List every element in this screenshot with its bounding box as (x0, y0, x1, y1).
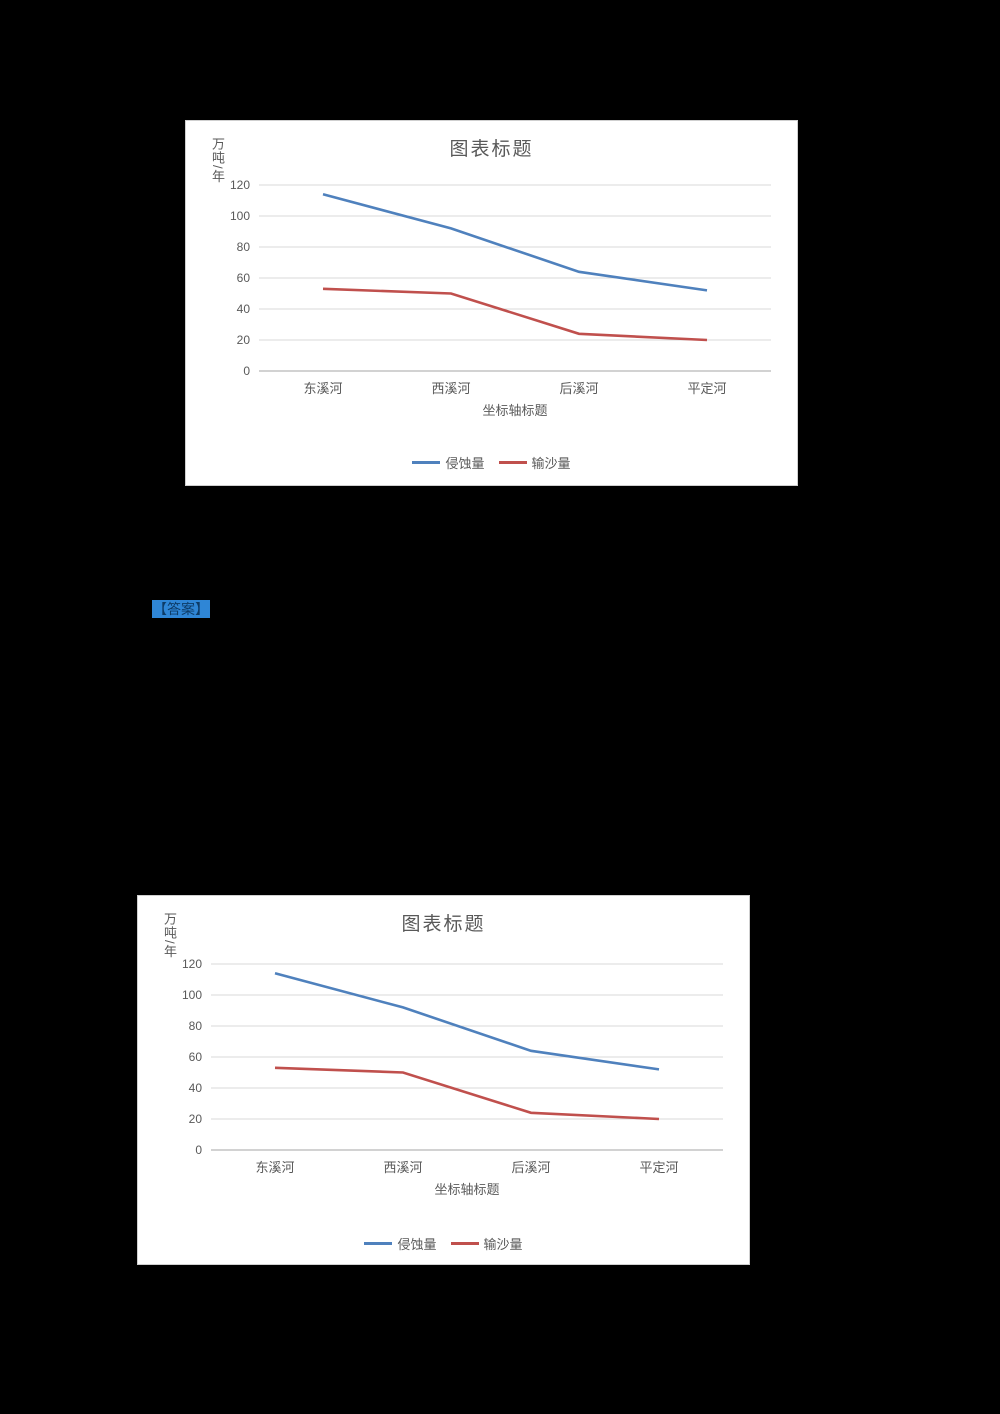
series-line-输沙量 (274, 1066, 660, 1121)
x-category-label: 平定河 (687, 381, 726, 396)
y-tick-label: 40 (237, 302, 251, 316)
legend-label-sediment: 输沙量 (483, 1237, 523, 1252)
legend-item-erosion: 侵蚀量 (412, 453, 485, 472)
x-category-label: 西溪河 (431, 381, 470, 396)
legend-item-sediment: 输沙量 (498, 453, 571, 472)
y-tick-label: 60 (237, 271, 251, 285)
y-tick-label: 0 (195, 1143, 202, 1157)
chart-panel-bottom: 图表标题 万吨/年 0 20 40 60 80 100 120 东溪河 西溪河 后溪河 平定河坐标轴… (137, 895, 750, 1265)
y-tick-label: 60 (189, 1050, 203, 1064)
y-tick-label: 120 (230, 178, 250, 192)
y-tick-label: 20 (237, 333, 251, 347)
chart-legend: 侵蚀量 输沙量 (138, 1234, 749, 1253)
y-axis-title: 万吨/年 (210, 137, 225, 184)
x-category-label: 东溪河 (255, 1160, 294, 1175)
y-tick-label: 40 (189, 1081, 203, 1095)
legend-label-erosion: 侵蚀量 (397, 1237, 437, 1252)
x-axis-title: 坐标轴标题 (482, 403, 547, 418)
x-category-label: 西溪河 (383, 1160, 422, 1175)
legend-label-erosion: 侵蚀量 (445, 456, 485, 471)
x-category-label: 东溪河 (303, 381, 342, 396)
y-tick-label: 0 (243, 364, 250, 378)
legend-line-swatch-erosion (364, 1242, 393, 1245)
series-line-侵蚀量 (322, 193, 708, 292)
y-tick-label: 120 (182, 957, 202, 971)
x-category-label: 后溪河 (559, 381, 598, 396)
y-tick-label: 80 (237, 240, 251, 254)
chart-title: 图表标题 (449, 139, 534, 160)
legend-item-sediment: 输沙量 (450, 1234, 523, 1253)
legend-item-erosion: 侵蚀量 (364, 1234, 437, 1253)
series-line-输沙量 (322, 287, 708, 342)
chart-title: 图表标题 (401, 914, 486, 935)
chart-legend: 侵蚀量 输沙量 (186, 453, 797, 472)
legend-line-swatch-sediment (498, 461, 527, 464)
y-tick-label: 20 (189, 1112, 203, 1126)
chart-panel-top: 图表标题 万吨/年 0 20 40 60 80 100 120 东溪河 西溪河 后溪河 平定河坐标轴… (185, 120, 798, 486)
legend-line-swatch-erosion (412, 461, 441, 464)
y-axis-title: 万吨/年 (162, 912, 177, 959)
y-tick-label: 80 (189, 1019, 203, 1033)
series-line-侵蚀量 (274, 972, 660, 1071)
y-tick-label: 100 (230, 209, 250, 223)
highlighted-answer-token: 【答案】 (152, 600, 210, 618)
y-tick-label: 100 (182, 988, 202, 1002)
x-category-label: 平定河 (639, 1160, 678, 1175)
legend-line-swatch-sediment (450, 1242, 479, 1245)
x-category-label: 后溪河 (511, 1160, 550, 1175)
legend-label-sediment: 输沙量 (531, 456, 571, 471)
x-axis-title: 坐标轴标题 (434, 1182, 499, 1197)
